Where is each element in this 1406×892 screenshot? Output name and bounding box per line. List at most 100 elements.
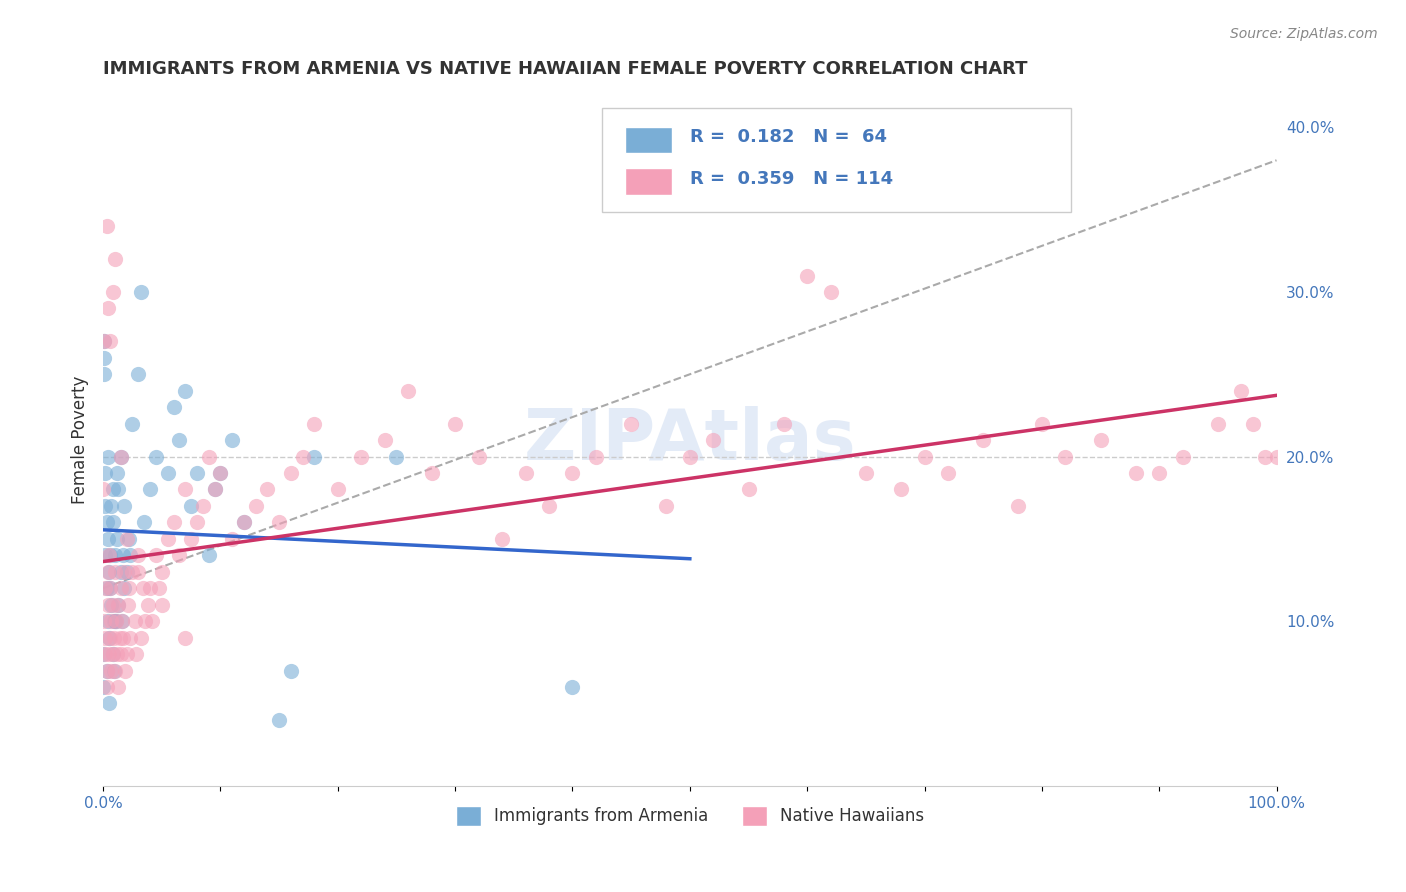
Point xyxy=(232,516,254,530)
Point xyxy=(117,598,139,612)
Point xyxy=(972,433,994,447)
FancyBboxPatch shape xyxy=(602,108,1071,212)
Point xyxy=(103,664,125,678)
Point xyxy=(150,565,173,579)
Point xyxy=(105,532,128,546)
Point xyxy=(100,664,122,678)
Point xyxy=(537,499,560,513)
Point xyxy=(96,219,118,233)
Point xyxy=(139,581,162,595)
Point xyxy=(136,598,159,612)
Point xyxy=(491,532,513,546)
Point xyxy=(174,483,197,497)
Point xyxy=(796,268,818,283)
Point xyxy=(180,532,202,546)
Point xyxy=(93,614,115,628)
Point xyxy=(197,450,219,464)
Point xyxy=(96,581,118,595)
Point xyxy=(110,450,132,464)
Point xyxy=(101,483,124,497)
Point xyxy=(111,614,134,628)
Point xyxy=(127,368,149,382)
Point xyxy=(107,680,129,694)
Point xyxy=(111,614,134,628)
Point xyxy=(1206,417,1229,431)
Text: IMMIGRANTS FROM ARMENIA VS NATIVE HAWAIIAN FEMALE POVERTY CORRELATION CHART: IMMIGRANTS FROM ARMENIA VS NATIVE HAWAII… xyxy=(103,60,1028,78)
Point xyxy=(97,598,120,612)
Point xyxy=(98,631,121,645)
Point xyxy=(561,466,583,480)
Point xyxy=(108,631,131,645)
Point xyxy=(291,450,314,464)
Point xyxy=(94,549,117,563)
Point xyxy=(467,450,489,464)
Text: R =  0.182   N =  64: R = 0.182 N = 64 xyxy=(690,128,887,146)
Point xyxy=(174,384,197,398)
Point xyxy=(186,466,208,480)
Point xyxy=(221,532,243,546)
Point xyxy=(1125,466,1147,480)
Point xyxy=(129,631,152,645)
Point xyxy=(444,417,467,431)
Point xyxy=(125,647,148,661)
Point xyxy=(129,285,152,299)
Point xyxy=(169,433,191,447)
Point xyxy=(855,466,877,480)
Point xyxy=(702,433,724,447)
Point xyxy=(105,647,128,661)
Point xyxy=(374,433,396,447)
Point xyxy=(104,614,127,628)
Point xyxy=(1230,384,1253,398)
Point xyxy=(232,516,254,530)
Point xyxy=(112,631,135,645)
Point xyxy=(145,450,167,464)
Point xyxy=(679,450,702,464)
Point xyxy=(93,351,115,365)
Point xyxy=(104,252,127,266)
Point xyxy=(121,417,143,431)
Point xyxy=(256,483,278,497)
Point xyxy=(105,466,128,480)
Point xyxy=(1147,466,1170,480)
Point xyxy=(107,598,129,612)
Point xyxy=(98,565,121,579)
Point xyxy=(132,581,155,595)
Point xyxy=(1054,450,1077,464)
Point xyxy=(107,598,129,612)
Point xyxy=(304,417,326,431)
Point xyxy=(820,285,842,299)
Point xyxy=(1171,450,1194,464)
Point xyxy=(100,598,122,612)
Point xyxy=(103,631,125,645)
Point xyxy=(141,614,163,628)
Point xyxy=(97,301,120,316)
Point xyxy=(134,516,156,530)
Point xyxy=(112,499,135,513)
Point xyxy=(104,664,127,678)
Point xyxy=(124,614,146,628)
Point xyxy=(221,433,243,447)
Point xyxy=(655,499,678,513)
Point xyxy=(101,516,124,530)
Point xyxy=(156,466,179,480)
Point xyxy=(96,516,118,530)
Point xyxy=(96,664,118,678)
Point xyxy=(93,334,115,349)
Point xyxy=(245,499,267,513)
Point xyxy=(197,549,219,563)
Point xyxy=(94,466,117,480)
Point xyxy=(105,614,128,628)
Point xyxy=(209,466,232,480)
Point xyxy=(204,483,226,497)
Point xyxy=(120,549,142,563)
Point xyxy=(98,631,121,645)
Point xyxy=(110,450,132,464)
Point xyxy=(1241,417,1264,431)
Text: Source: ZipAtlas.com: Source: ZipAtlas.com xyxy=(1230,27,1378,41)
Point xyxy=(120,631,142,645)
Point xyxy=(280,466,302,480)
Point xyxy=(737,483,759,497)
Point xyxy=(914,450,936,464)
Text: R =  0.359   N = 114: R = 0.359 N = 114 xyxy=(690,170,893,188)
Point xyxy=(112,581,135,595)
